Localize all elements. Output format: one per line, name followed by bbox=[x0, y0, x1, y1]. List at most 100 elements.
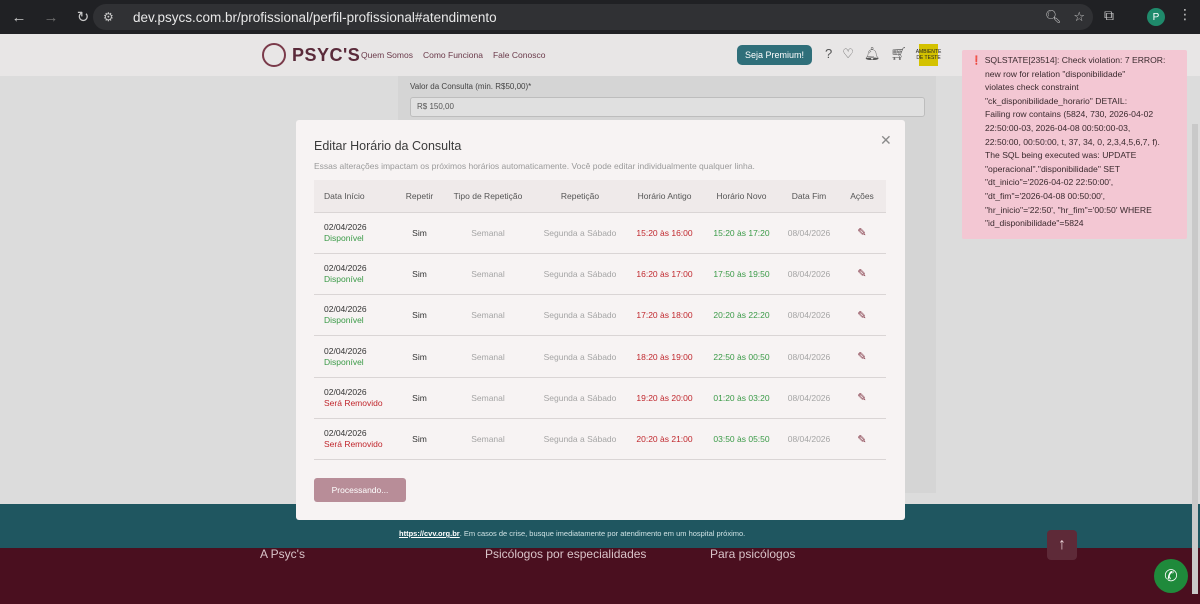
site-info-icon[interactable]: ⚙ bbox=[103, 10, 114, 24]
bookmark-star-icon[interactable]: ☆ bbox=[1073, 9, 1085, 24]
cell-data-inicio: 02/04/2026 Será Removido bbox=[314, 418, 397, 461]
toast-line: Failing row contains (5824, 730, 2026-04… bbox=[971, 108, 1179, 122]
brand-name[interactable]: PSYC'S bbox=[292, 45, 361, 65]
col-tipo-repeticao: Tipo de Repetição bbox=[442, 180, 534, 213]
cell-horario-antigo: 20:20 às 21:00 bbox=[626, 418, 703, 461]
table-row: 02/04/2026 Será Removido Sim Semanal Seg… bbox=[314, 418, 886, 461]
row-date: 02/04/2026 bbox=[324, 386, 367, 397]
row-date: 02/04/2026 bbox=[324, 428, 367, 439]
cell-data-fim: 08/04/2026 bbox=[780, 418, 838, 461]
modal-subtitle: Essas alterações impactam os próximos ho… bbox=[314, 161, 755, 171]
back-icon[interactable]: ← bbox=[11, 8, 27, 26]
edit-pencil-icon[interactable]: ✎ bbox=[857, 392, 867, 405]
edit-pencil-icon[interactable]: ✎ bbox=[857, 309, 867, 322]
footer-col-psicologos[interactable]: Para psicólogos bbox=[710, 547, 796, 561]
help-icon[interactable]: ? bbox=[825, 46, 833, 61]
cell-repetir: Sim bbox=[397, 418, 442, 461]
footer-col-especialidades[interactable]: Psicólogos por especialidades bbox=[485, 547, 647, 561]
cell-data-inicio: 02/04/2026 Disponível bbox=[314, 212, 397, 254]
browser-menu-icon[interactable]: ⋮ bbox=[1178, 6, 1192, 22]
toast-line-text: "ck_disponibilidade_horario" DETAIL: bbox=[985, 95, 1128, 106]
cell-repeticao: Segunda a Sábado bbox=[534, 294, 626, 337]
toast-line: "id_disponibilidade"=5824 bbox=[971, 217, 1179, 231]
cell-repetir: Sim bbox=[397, 294, 442, 337]
row-status: Disponível bbox=[324, 356, 364, 367]
cell-repeticao: Segunda a Sábado bbox=[534, 335, 626, 378]
heart-icon[interactable]: ♡ bbox=[842, 46, 854, 61]
cell-tipo-repeticao: Semanal bbox=[442, 212, 534, 254]
site-header: PSYC'S Quem Somos Como Funciona Fale Con… bbox=[0, 34, 1200, 76]
col-data-inicio: Data Início bbox=[314, 180, 397, 213]
row-date: 02/04/2026 bbox=[324, 262, 367, 273]
row-date: 02/04/2026 bbox=[324, 345, 367, 356]
row-date: 02/04/2026 bbox=[324, 221, 367, 232]
zoom-icon[interactable]: 🔍︎ bbox=[1044, 9, 1062, 24]
footer-col-psycs[interactable]: A Psyc's bbox=[260, 547, 305, 561]
brand-logo-icon bbox=[262, 43, 286, 67]
browser-toolbar: ← → ↻ ⚙ dev.psycs.com.br/profissional/pe… bbox=[0, 0, 1200, 34]
cell-tipo-repeticao: Semanal bbox=[442, 294, 534, 337]
cell-repetir: Sim bbox=[397, 253, 442, 296]
price-label: Valor da Consulta (min. R$50,00)* bbox=[410, 82, 532, 91]
row-status: Disponível bbox=[324, 232, 364, 243]
nav-quem-somos[interactable]: Quem Somos bbox=[361, 50, 413, 60]
bell-icon[interactable]: 🔔︎ bbox=[863, 46, 881, 61]
cell-repetir: Sim bbox=[397, 335, 442, 378]
crisis-rest: . Em casos de crise, busque imediatament… bbox=[459, 529, 746, 538]
toast-line: "operacional"."disponibilidade" SET bbox=[971, 163, 1179, 177]
cell-repetir: Sim bbox=[397, 377, 442, 419]
cell-data-inicio: 02/04/2026 Disponível bbox=[314, 294, 397, 337]
nav-fale-conosco[interactable]: Fale Conosco bbox=[492, 50, 546, 60]
cell-tipo-repeticao: Semanal bbox=[442, 253, 534, 296]
cvv-link[interactable]: https://cvv.org.br bbox=[399, 529, 460, 538]
cell-acoes: ✎ bbox=[838, 335, 886, 378]
cell-acoes: ✎ bbox=[838, 418, 886, 461]
extensions-icon[interactable]: ⧉ bbox=[1104, 7, 1114, 23]
toast-line: "dt_inicio"='2026-04-02 22:50:00', bbox=[971, 176, 1179, 190]
scroll-top-button[interactable]: ↑ bbox=[1047, 530, 1077, 560]
schedule-table: Data Início Repetir Tipo de Repetição Re… bbox=[314, 180, 886, 461]
cell-horario-novo: 17:50 às 19:50 bbox=[703, 253, 780, 296]
cell-acoes: ✎ bbox=[838, 377, 886, 419]
reload-icon[interactable]: ↻ bbox=[76, 9, 90, 26]
edit-pencil-icon[interactable]: ✎ bbox=[857, 351, 867, 364]
row-status: Disponível bbox=[324, 273, 364, 284]
cell-horario-antigo: 18:20 às 19:00 bbox=[626, 335, 703, 378]
edit-pencil-icon[interactable]: ✎ bbox=[857, 433, 867, 446]
cell-repeticao: Segunda a Sábado bbox=[534, 253, 626, 296]
crisis-text: https://cvv.org.br. Em casos de crise, b… bbox=[399, 529, 745, 538]
cell-acoes: ✎ bbox=[838, 212, 886, 254]
cell-horario-novo: 22:50 às 00:50 bbox=[703, 335, 780, 378]
premium-button[interactable]: Seja Premium! bbox=[737, 45, 813, 65]
modal-title: Editar Horário da Consulta bbox=[314, 139, 462, 153]
edit-pencil-icon[interactable]: ✎ bbox=[857, 227, 867, 240]
cart-icon[interactable]: 🛒︎ bbox=[890, 46, 907, 61]
row-status: Disponível bbox=[324, 315, 364, 326]
toast-line-text: 22:50:00-03, 2026-04-08 00:50:00-03, bbox=[985, 122, 1131, 133]
close-icon[interactable]: ✕ bbox=[880, 132, 892, 148]
page-scrollbar[interactable] bbox=[1192, 124, 1198, 594]
whatsapp-icon[interactable]: ✆ bbox=[1154, 559, 1188, 593]
toast-line-text: new row for relation "disponibilidade" bbox=[985, 68, 1126, 79]
cell-data-fim: 08/04/2026 bbox=[780, 253, 838, 296]
table-row: 02/04/2026 Disponível Sim Semanal Segund… bbox=[314, 212, 886, 254]
profile-avatar[interactable]: P bbox=[1147, 8, 1165, 26]
edit-pencil-icon[interactable]: ✎ bbox=[857, 268, 867, 281]
col-horario-antigo: Horário Antigo bbox=[626, 180, 703, 213]
url-text: dev.psycs.com.br/profissional/perfil-pro… bbox=[133, 9, 497, 25]
address-bar[interactable]: ⚙ dev.psycs.com.br/profissional/perfil-p… bbox=[93, 4, 1093, 30]
nav-como-funciona[interactable]: Como Funciona bbox=[422, 50, 483, 60]
forward-icon[interactable]: → bbox=[43, 8, 59, 26]
toast-line: new row for relation "disponibilidade" bbox=[971, 68, 1179, 82]
cell-horario-antigo: 15:20 às 16:00 bbox=[626, 212, 703, 254]
toast-line-text: "dt_fim"='2026-04-08 00:50:00', bbox=[985, 190, 1105, 201]
edit-schedule-modal: Editar Horário da Consulta ✕ Essas alter… bbox=[296, 120, 905, 520]
toast-line: 22:50:00, 00:50:00, t, 37, 34, 0, 2,3,4,… bbox=[971, 136, 1179, 150]
toast-line-text: "operacional"."disponibilidade" SET bbox=[985, 163, 1120, 174]
price-input[interactable]: R$ 150,00 bbox=[410, 97, 925, 117]
cell-repeticao: Segunda a Sábado bbox=[534, 418, 626, 461]
processing-button[interactable]: Processando... bbox=[314, 478, 406, 502]
cell-horario-novo: 03:50 às 05:50 bbox=[703, 418, 780, 461]
row-status: Será Removido bbox=[324, 439, 383, 450]
toast-line-text: "id_disponibilidade"=5824 bbox=[985, 218, 1084, 229]
